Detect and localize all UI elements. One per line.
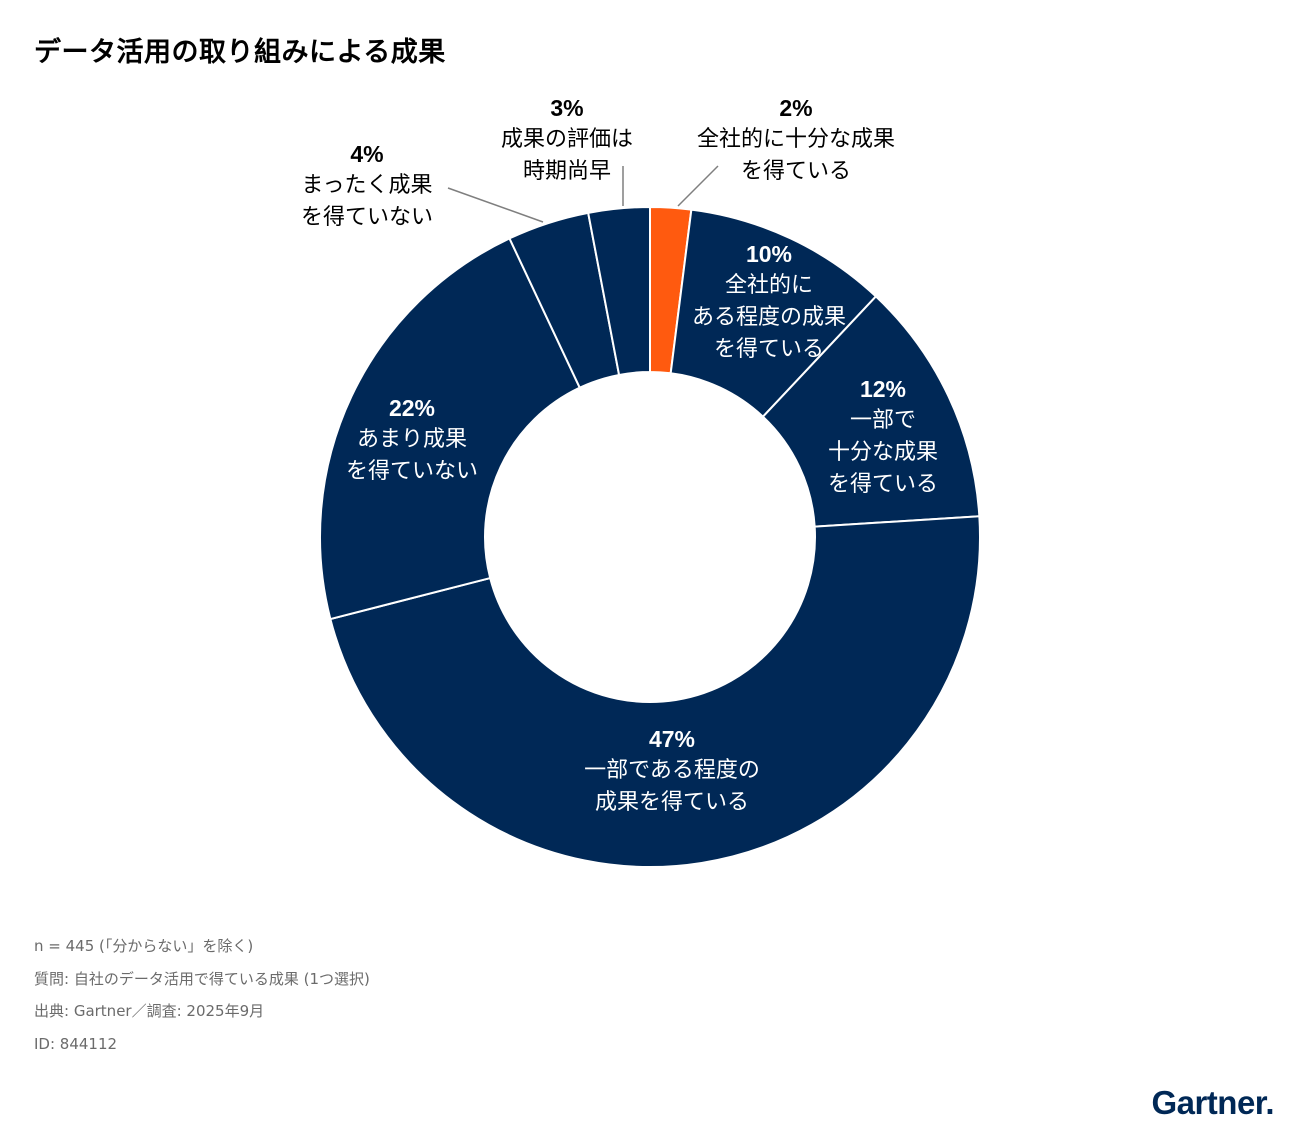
note-question: 質問: 自社のデータ活用で得ている成果 (1つ選択): [34, 969, 370, 988]
slice-label-5: 4% まったく成果 を得ていない: [300, 141, 434, 230]
slice-label-6: 3% 成果の評価は 時期尚早: [500, 95, 634, 184]
gartner-logo: Gartner.: [1151, 1084, 1274, 1121]
slice-label-1: 10% 全社的に ある程度の成果 を得ている: [691, 241, 847, 362]
note-sample-size: n = 445 (「分からない」を除く): [34, 937, 254, 955]
chart-title: データ活用の取り組みによる成果: [34, 37, 446, 68]
slice-label-3: 47% 一部である程度の 成果を得ている: [584, 726, 760, 815]
leader-line-1: [447, 187, 544, 223]
slice-label-0: 2% 全社的に十分な成果 を得ている: [696, 95, 896, 184]
slice-label-2: 12% 一部で 十分な成果 を得ている: [827, 376, 939, 497]
donut-slice-4: [319, 237, 582, 621]
donut-slice-3: [329, 515, 981, 868]
note-id: ID: 844112: [34, 1034, 118, 1053]
note-source: 出典: Gartner／調査: 2025年9月: [34, 1002, 265, 1020]
footnotes: n = 445 (「分からない」を除く) 質問: 自社のデータ活用で得ている成果…: [34, 930, 370, 1060]
slice-label-4: 22% あまり成果 を得ていない: [345, 395, 479, 484]
leader-line-0: [677, 165, 719, 207]
donut-slice-2: [761, 295, 981, 528]
donut-slice-6: [586, 205, 651, 377]
